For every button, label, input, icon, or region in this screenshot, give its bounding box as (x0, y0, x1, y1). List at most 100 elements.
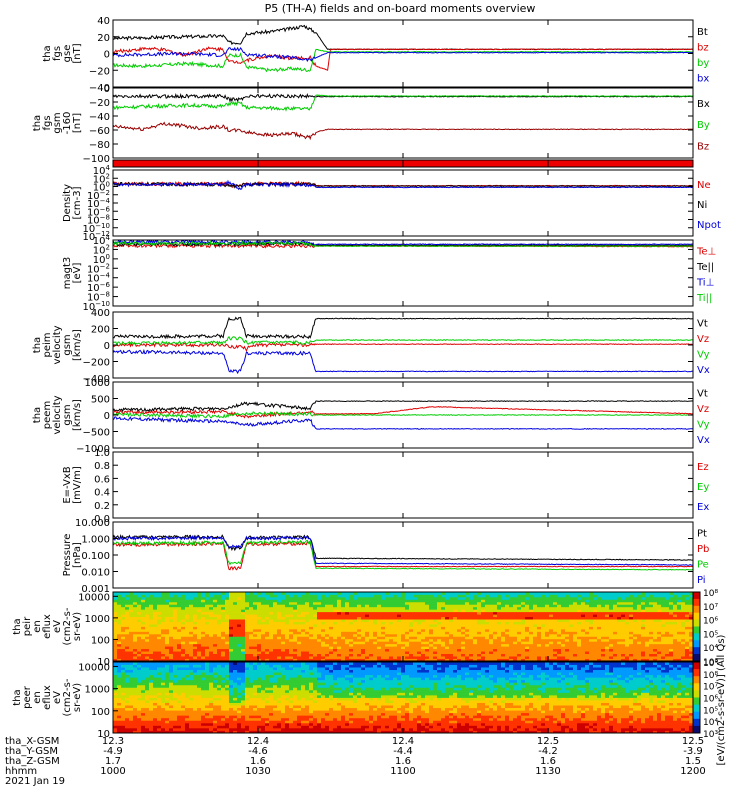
heatmap-cell (533, 636, 538, 640)
heatmap-cell (297, 604, 302, 608)
heatmap-cell (185, 715, 190, 719)
heatmap-cell (337, 601, 342, 605)
heatmap-cell (161, 694, 166, 698)
heatmap-cell (393, 616, 398, 620)
heatmap-cell (397, 594, 402, 598)
heatmap-cell (685, 621, 690, 625)
heatmap-cell (549, 633, 554, 637)
heatmap-cell (609, 624, 614, 627)
heatmap-cell (357, 599, 362, 603)
heatmap-cell (289, 633, 294, 637)
heatmap-cell (497, 606, 502, 610)
heatmap-cell (477, 636, 482, 640)
y-axis-label: velocity (52, 325, 63, 364)
heatmap-cell (569, 651, 574, 654)
heatmap-cell (145, 631, 150, 635)
heatmap-cell (233, 621, 238, 625)
heatmap-cell (433, 643, 438, 647)
heatmap-cell (457, 621, 462, 625)
heatmap-cell (641, 653, 646, 657)
heatmap-cell (273, 614, 278, 618)
heatmap-cell (445, 653, 450, 657)
heatmap-cell (113, 648, 118, 652)
heatmap-cell (573, 611, 578, 615)
heatmap-cell (589, 599, 594, 603)
heatmap-cell (185, 619, 190, 622)
heatmap-cell (329, 643, 334, 647)
heatmap-cell (589, 631, 594, 635)
heatmap-cell (185, 684, 190, 688)
heatmap-cell (149, 651, 154, 654)
heatmap-cell (125, 694, 130, 698)
heatmap-cell (141, 707, 146, 711)
heatmap-cell (369, 616, 374, 620)
heatmap-cell (485, 614, 490, 618)
heatmap-cell (205, 624, 210, 627)
heatmap-cell (385, 596, 390, 600)
series-line-Vt (113, 316, 693, 340)
heatmap-cell (189, 638, 194, 642)
heatmap-cell (673, 599, 678, 603)
heatmap-cell (633, 638, 638, 642)
heatmap-cell (297, 621, 302, 625)
heatmap-cell (457, 624, 462, 627)
heatmap-cell (209, 599, 214, 603)
heatmap-cell (521, 594, 526, 598)
heatmap-cell (337, 651, 342, 654)
heatmap-cell (645, 606, 650, 610)
heatmap-cell (301, 599, 306, 603)
heatmap-cell (333, 648, 338, 652)
heatmap-cell (281, 592, 286, 595)
heatmap-cell (181, 648, 186, 652)
heatmap-cell (513, 601, 518, 605)
heatmap-cell (177, 616, 182, 620)
heatmap-cell (501, 609, 506, 613)
heatmap-cell (157, 614, 162, 618)
heatmap-cell (365, 653, 370, 657)
heatmap-cell (465, 631, 470, 635)
heatmap-cell (141, 641, 146, 645)
heatmap-cell (221, 619, 226, 622)
heatmap-cell (565, 624, 570, 627)
heatmap-cell (549, 611, 554, 615)
heatmap-cell (129, 679, 134, 683)
heatmap-cell (481, 638, 486, 642)
heatmap-cell (469, 614, 474, 618)
y-tick-label: 0 (104, 84, 110, 95)
heatmap-cell (657, 611, 662, 615)
heatmap-cell (185, 717, 190, 721)
heatmap-cell (157, 679, 162, 683)
heatmap-cell (273, 624, 278, 627)
heatmap-cell (173, 672, 178, 676)
heatmap-cell (121, 592, 126, 595)
heatmap-cell (381, 619, 386, 622)
heatmap-cell (357, 656, 362, 659)
heatmap-cell (317, 653, 322, 657)
heatmap-cell (665, 609, 670, 613)
heatmap-cell (229, 606, 234, 610)
plot-frame (112, 19, 694, 88)
heatmap-cell (189, 592, 194, 595)
heatmap-cell (365, 594, 370, 598)
heatmap-cell (337, 619, 342, 622)
heatmap-cell (437, 606, 442, 610)
heatmap-cell (193, 636, 198, 640)
heatmap-cell (153, 667, 158, 671)
heatmap-cell (177, 658, 182, 662)
heatmap-cell (117, 656, 122, 659)
heatmap-cell (489, 656, 494, 659)
heatmap-cell (145, 694, 150, 698)
colorbar-segment (693, 647, 700, 655)
heatmap-cell (477, 621, 482, 625)
heatmap-cell (133, 674, 138, 678)
heatmap-cell (125, 643, 130, 647)
heatmap-cell (293, 631, 298, 635)
heatmap-cell (457, 636, 462, 640)
heatmap-cell (141, 611, 146, 615)
heatmap-cell (153, 619, 158, 622)
heatmap-cell (181, 672, 186, 676)
heatmap-cell (689, 658, 694, 662)
heatmap-cell (121, 643, 126, 647)
heatmap-cell (365, 631, 370, 635)
heatmap-cell (593, 621, 598, 625)
